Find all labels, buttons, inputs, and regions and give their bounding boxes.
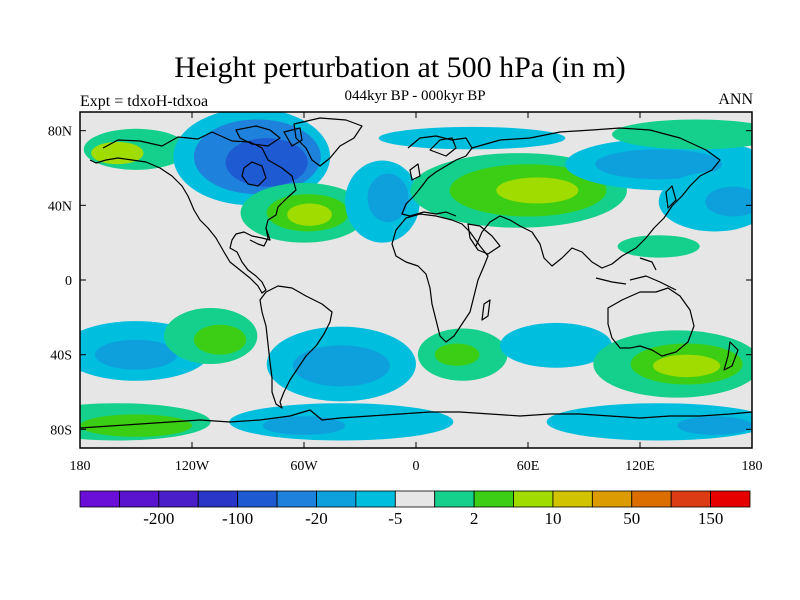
lon-tick-label: 180 [70, 459, 91, 474]
colorbar-swatch [119, 490, 160, 508]
colorbar-label: -20 [305, 509, 328, 528]
colorbar-swatch [355, 490, 396, 508]
anomaly-field [80, 112, 752, 441]
anomaly-region [595, 149, 723, 180]
lat-tick-label: 80S [50, 423, 72, 438]
colorbar-swatch [316, 490, 357, 508]
coast-south-america [259, 285, 333, 409]
colorbar-swatch [710, 490, 751, 508]
anomaly-region [705, 186, 752, 217]
anomaly-region [80, 414, 192, 437]
season-label: ANN [718, 91, 753, 108]
lon-tick-label: 60E [517, 459, 540, 474]
coast-madagascar [481, 299, 491, 321]
anomaly-region [94, 339, 178, 370]
lon-tick-label: 0 [413, 459, 420, 474]
colorbar-swatch [434, 490, 475, 508]
colorbar-label: 10 [544, 509, 561, 528]
colorbar-label: 150 [698, 509, 724, 528]
colorbar-swatch [473, 490, 514, 508]
anomaly-region [617, 235, 700, 258]
lat-tick-label: 0 [65, 274, 72, 289]
anomaly-region [292, 345, 390, 387]
coast-arabia [467, 223, 501, 255]
colorbar-swatch [79, 490, 120, 508]
coast-greenland [293, 117, 363, 167]
lon-tick-label: 180 [742, 459, 763, 474]
colorbar-swatch [394, 490, 436, 508]
colorbar-label: 50 [623, 509, 640, 528]
coast-hudson-bay [241, 161, 267, 187]
anomaly-region [500, 322, 612, 368]
anomaly-region [287, 203, 332, 226]
colorbar-swatch [158, 490, 199, 508]
plot-subtitle: 044kyr BP - 000kyr BP [344, 88, 486, 104]
coast-japan [665, 185, 677, 209]
colorbar-swatch [670, 490, 711, 508]
longitude-axis: 180 120W 60W 0 60E 120E 180 [70, 112, 763, 474]
lat-tick-label: 40N [48, 199, 72, 214]
coast-asia [471, 127, 721, 269]
coastlines [80, 117, 752, 429]
colorbar-swatch [276, 490, 317, 508]
anomaly-region [434, 343, 480, 366]
colorbar-swatch [197, 490, 239, 508]
lat-tick-label: 80N [48, 125, 72, 140]
coast-africa [391, 213, 489, 343]
colorbar-swatch [552, 490, 593, 508]
coast-europe [401, 135, 473, 217]
lon-tick-label: 120E [625, 459, 655, 474]
anomaly-region [653, 354, 721, 378]
plot-title: Height perturbation at 500 hPa (in m) [174, 51, 626, 84]
lat-tick-label: 40S [50, 349, 72, 364]
experiment-label: Expt = tdxoH-tdxoa [80, 93, 209, 110]
map-area [80, 112, 752, 448]
coast-antarctica [80, 409, 752, 429]
anomaly-region [225, 138, 308, 187]
colorbar-label: 2 [470, 509, 479, 528]
coast-florida [249, 227, 269, 247]
anomaly-region [193, 324, 247, 355]
lon-tick-label: 60W [290, 459, 318, 474]
colorbar-label: -200 [143, 509, 174, 528]
anomaly-region [378, 126, 566, 150]
coast-new-zealand [723, 341, 739, 371]
anomaly-region [496, 177, 579, 204]
colorbar-swatch [591, 490, 633, 508]
latitude-axis: 80N 40N 0 40S 80S [48, 125, 752, 438]
anomaly-region [612, 119, 752, 150]
colorbar-swatch [513, 490, 554, 508]
anomaly-region [367, 173, 409, 223]
coast-indonesia [595, 257, 677, 291]
lon-tick-label: 120W [175, 459, 210, 474]
coast-arctic-islands [235, 125, 303, 147]
coast-scandinavia [409, 137, 457, 181]
colorbar-label: -100 [222, 509, 253, 528]
anomaly-region [677, 416, 752, 435]
colorbar-swatch [237, 490, 278, 508]
colorbar: -200 -100 -20 -5 2 10 50 150 [79, 490, 751, 528]
colorbar-swatch [631, 490, 672, 508]
colorbar-label: -5 [388, 509, 402, 528]
coast-australia [607, 287, 695, 357]
anomaly-region [262, 416, 346, 435]
